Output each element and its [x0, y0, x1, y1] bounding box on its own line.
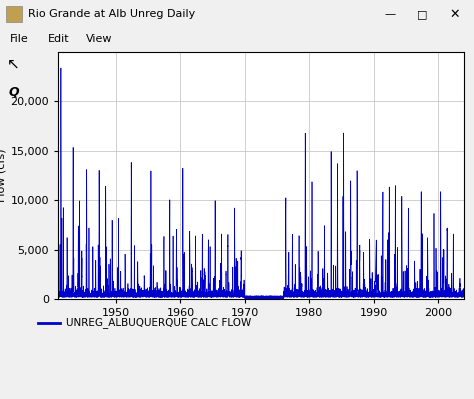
UNREG_ALBUQUERQUE CALC FLOW: [373, 293, 378, 298]
UNREG_ALBUQUERQUE CALC FLOW: [55, 294, 61, 299]
Text: File: File: [10, 34, 29, 44]
Text: ↖: ↖: [7, 57, 20, 72]
Text: Q: Q: [9, 86, 19, 99]
UNREG_ALBUQUERQUE CALC FLOW: [277, 296, 283, 300]
UNREG_ALBUQUERQUE CALC FLOW: [211, 292, 217, 297]
Text: View: View: [86, 34, 112, 44]
Bar: [6, 6, 22, 22]
Text: Edit: Edit: [48, 34, 70, 44]
Y-axis label: Flow (cfs): Flow (cfs): [0, 149, 6, 202]
UNREG_ALBUQUERQUE CALC FLOW: [58, 65, 64, 70]
Text: □: □: [417, 9, 427, 19]
Text: —: —: [384, 9, 396, 19]
UNREG_ALBUQUERQUE CALC FLOW: [461, 294, 466, 298]
Line: UNREG_ALBUQUERQUE CALC FLOW: UNREG_ALBUQUERQUE CALC FLOW: [58, 68, 464, 298]
Text: ✕: ✕: [450, 8, 460, 20]
Text: Rio Grande at Alb Unreg Daily: Rio Grande at Alb Unreg Daily: [28, 9, 195, 19]
UNREG_ALBUQUERQUE CALC FLOW: [374, 294, 380, 299]
Text: UNREG_ALBUQUERQUE CALC FLOW: UNREG_ALBUQUERQUE CALC FLOW: [66, 318, 251, 328]
UNREG_ALBUQUERQUE CALC FLOW: [137, 294, 143, 299]
UNREG_ALBUQUERQUE CALC FLOW: [107, 291, 112, 296]
UNREG_ALBUQUERQUE CALC FLOW: [287, 293, 293, 298]
